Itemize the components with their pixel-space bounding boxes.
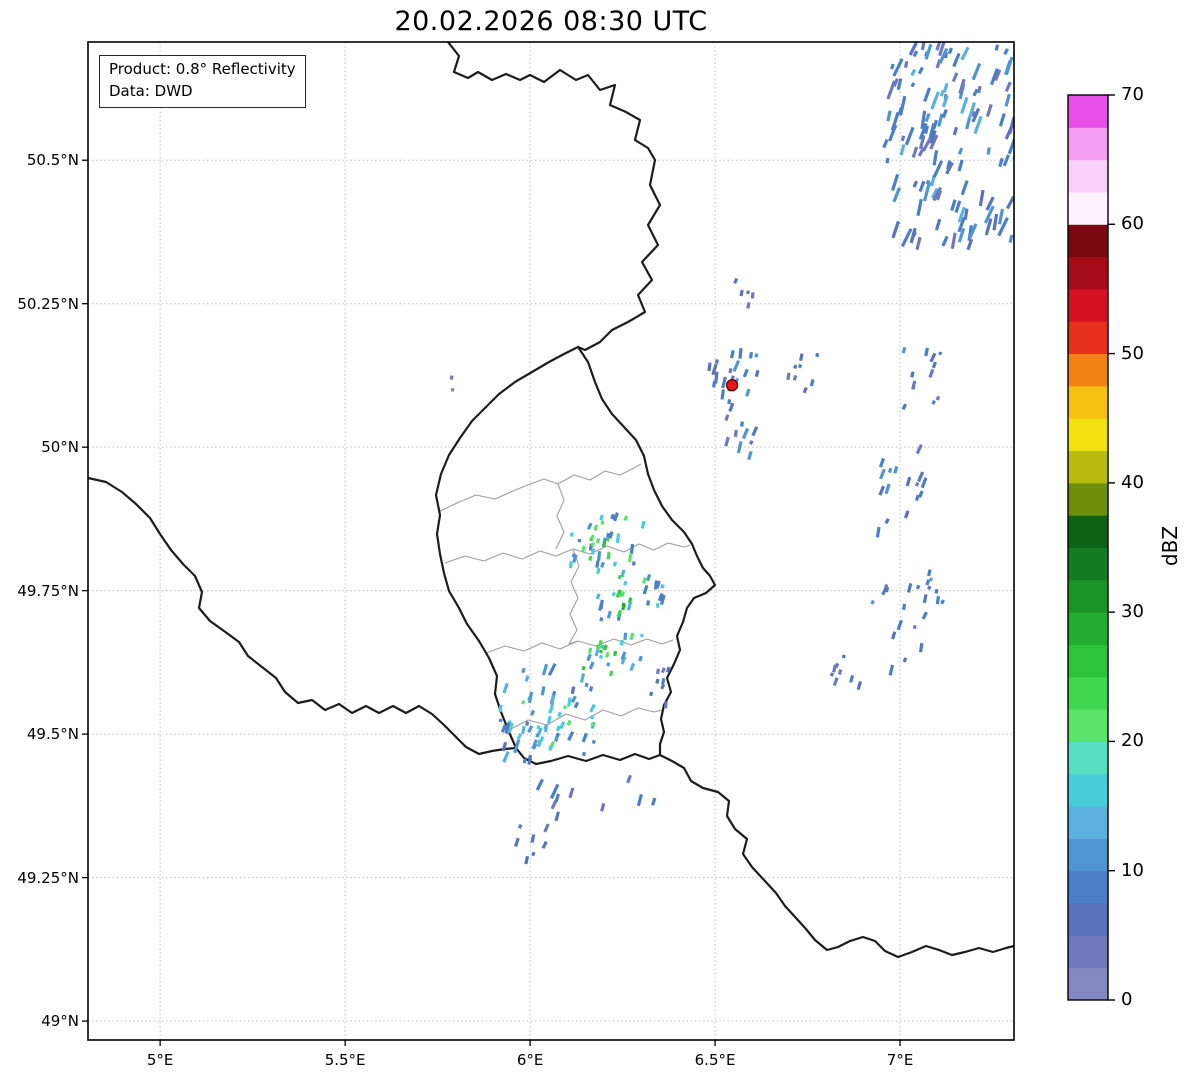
colorbar-segment	[1068, 967, 1108, 1001]
echo-germany-northeast	[882, 42, 1014, 251]
y-tick-label: 49.25°N	[17, 868, 79, 887]
echo-lux-mid	[595, 567, 666, 622]
border-belgium-france	[88, 476, 518, 756]
colorbar-frame	[1067, 94, 1109, 1001]
colorbar-tick-label: 60	[1121, 213, 1144, 235]
radar-site-marker	[725, 379, 739, 392]
admin-border	[485, 638, 674, 654]
colorbar-segment	[1068, 709, 1108, 742]
colorbar-segment	[1068, 256, 1108, 290]
echo-tiny-west	[449, 375, 455, 392]
colorbar-segment	[1068, 159, 1108, 193]
echo-east-of-radar	[786, 352, 820, 394]
colorbar-segment	[1068, 870, 1108, 904]
colorbar-segment	[1068, 741, 1108, 775]
colorbar-segment	[1068, 450, 1108, 484]
colorbar-tick-label: 0	[1121, 989, 1133, 1010]
echo-south-speck	[514, 823, 550, 865]
colorbar-segment	[1068, 806, 1108, 839]
plot-frame	[87, 41, 1015, 1041]
x-tick-label: 7°E	[886, 1051, 914, 1069]
admin-border	[555, 483, 565, 550]
y-tick-label: 50.25°N	[17, 294, 79, 313]
colorbar-tick-label: 40	[1121, 471, 1144, 493]
admin-border	[568, 548, 580, 645]
figure-title: 20.02.2026 08:30 UTC	[394, 6, 708, 37]
echo-far-east-north	[901, 346, 943, 411]
colorbar-segment	[1068, 224, 1108, 258]
y-tick-label: 49.75°N	[17, 581, 79, 600]
colorbar-segment	[1068, 353, 1108, 387]
colorbar-segment	[1068, 321, 1108, 355]
echo-lux-south	[581, 632, 644, 677]
echo-lux-mid-core	[615, 589, 633, 611]
x-tick-label: 5.5°E	[324, 1051, 366, 1069]
colorbar-tick-label: 10	[1121, 859, 1144, 881]
y-tick-label: 50.5°N	[26, 151, 79, 170]
echo-lux-southwest	[498, 662, 596, 766]
colorbar-segment	[1068, 127, 1108, 161]
admin-border	[508, 707, 663, 731]
y-tick-label: 50°N	[41, 438, 79, 457]
colorbar-segment	[1068, 547, 1108, 581]
colorbar-segment	[1068, 903, 1108, 936]
echo-southeast-speck	[829, 654, 863, 691]
colorbar-segment	[1068, 385, 1108, 419]
admin-border	[437, 463, 642, 513]
colorbar-segment	[1068, 579, 1108, 613]
colorbar-tick-label: 30	[1121, 601, 1144, 623]
border-france-germany	[658, 753, 1014, 959]
colorbar-tick-label: 20	[1121, 730, 1144, 752]
border-luxembourg	[434, 345, 717, 766]
colorbar-tick-label: 70	[1121, 84, 1144, 105]
x-tick-label: 6.5°E	[694, 1051, 736, 1069]
colorbar-tick-label: 50	[1121, 342, 1144, 364]
colorbar-unit-label: dBZ	[1158, 525, 1182, 567]
product-info-line2: Data: DWD	[109, 81, 193, 100]
echo-south-streaks	[535, 774, 657, 822]
colorbar-segment	[1068, 676, 1108, 710]
echo-lux-southwest-cyan	[521, 705, 563, 751]
x-tick-label: 6°E	[516, 1051, 544, 1069]
y-tick-label: 49°N	[41, 1012, 79, 1031]
border-belgium-germany	[446, 42, 662, 352]
colorbar-segment	[1068, 482, 1108, 516]
map-plot-area	[88, 42, 1014, 1040]
product-info-line1: Product: 0.8° Reflectivity	[109, 60, 296, 78]
product-info-box: Product: 0.8° Reflectivity Data: DWD	[99, 55, 306, 108]
colorbar-segment	[1068, 935, 1108, 969]
echo-lux-south-core	[596, 639, 610, 658]
colorbar-segment	[1068, 838, 1108, 872]
colorbar-segment	[1068, 288, 1108, 322]
colorbar-segment	[1068, 612, 1108, 645]
echo-lux-north	[568, 512, 646, 569]
echo-lux-north-core	[589, 520, 610, 548]
x-tick-label: 5°E	[146, 1051, 174, 1069]
colorbar-segment	[1068, 95, 1108, 128]
colorbar-segment	[1068, 515, 1108, 548]
colorbar-segment	[1068, 644, 1108, 678]
colorbar-segment	[1068, 418, 1108, 452]
echo-far-east-south	[870, 569, 945, 676]
y-tick-label: 49.5°N	[26, 725, 79, 744]
colorbar-segment	[1068, 773, 1108, 807]
echo-far-east-mid	[875, 443, 928, 538]
colorbar-segment	[1068, 191, 1108, 225]
echo-lux-east-speck	[649, 666, 671, 709]
echo-speck-north	[733, 277, 755, 309]
